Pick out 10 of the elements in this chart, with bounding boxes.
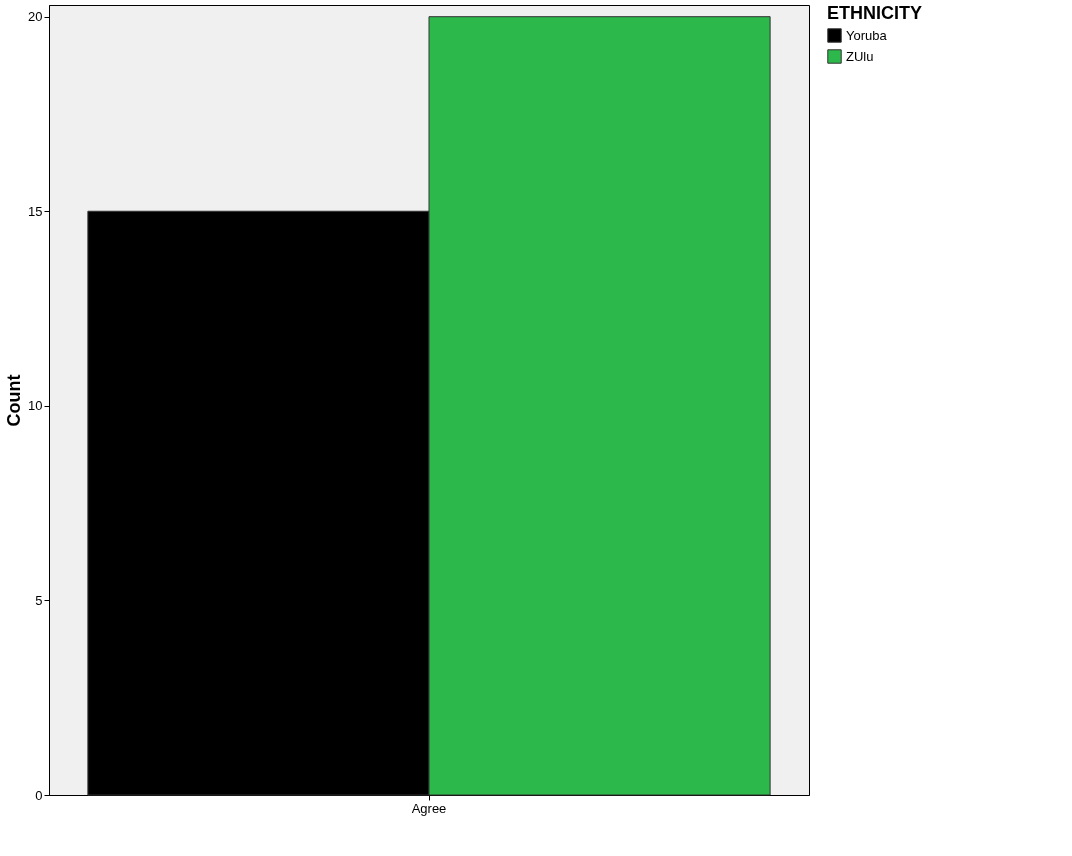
y-tick-label: 20 (28, 9, 43, 25)
y-axis-title: Count (4, 374, 25, 427)
y-tick-label: 0 (35, 787, 43, 803)
legend-label: ZUlu (846, 48, 874, 64)
y-tick-label: 5 (35, 592, 43, 608)
y-tick-label: 15 (28, 203, 43, 219)
legend-label: Yoruba (846, 27, 888, 43)
y-tick-label: 10 (28, 398, 43, 414)
x-tick-label: Agree (411, 800, 447, 816)
legend-title: ETHNICITY (827, 3, 923, 23)
